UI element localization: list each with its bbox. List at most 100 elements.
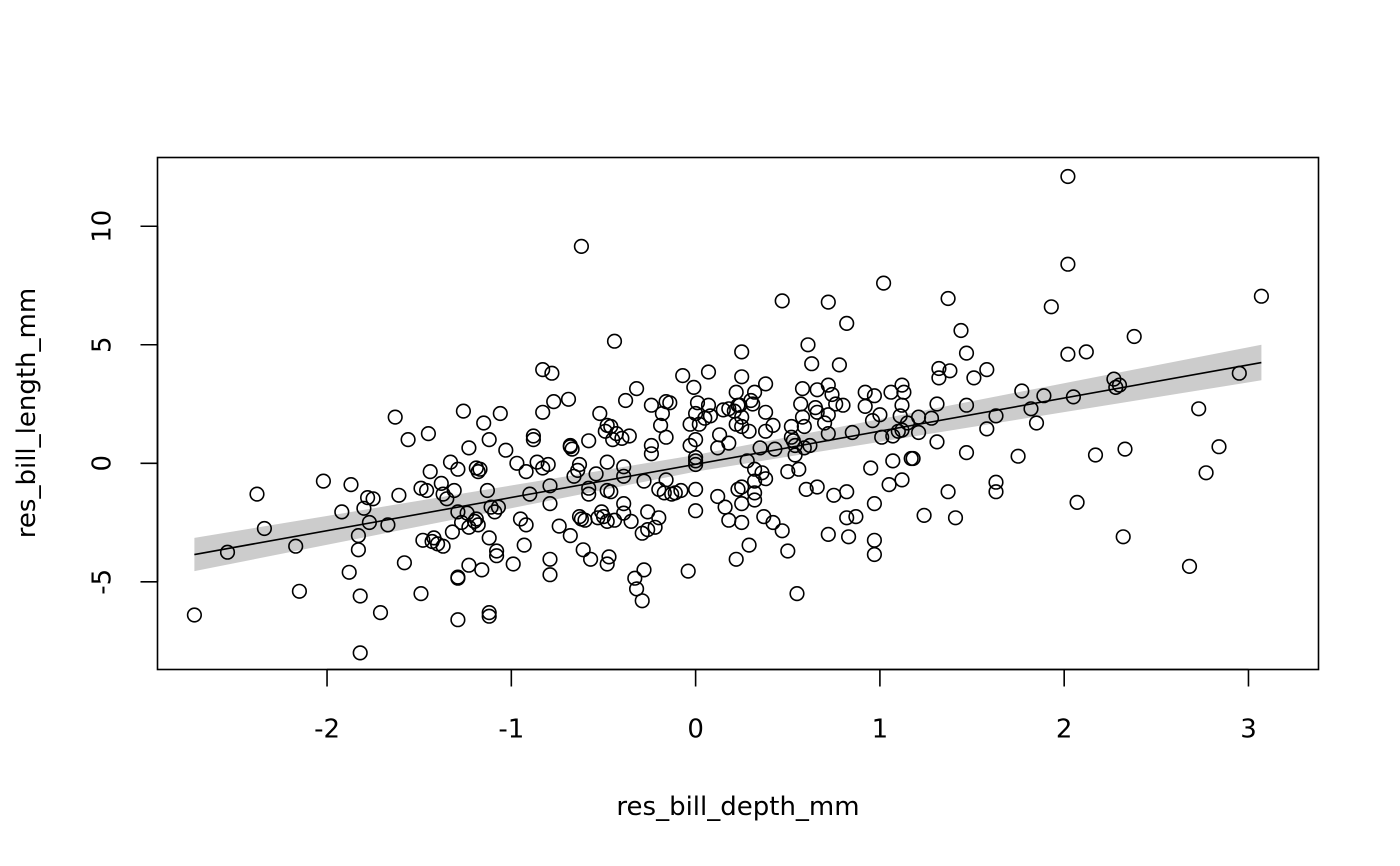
- data-point: [745, 396, 761, 412]
- data-point: [929, 434, 945, 450]
- data-point: [551, 518, 567, 534]
- data-point: [687, 405, 704, 422]
- data-point: [334, 504, 350, 520]
- data-point: [958, 445, 975, 461]
- data-point: [828, 396, 844, 412]
- data-point: [636, 562, 652, 578]
- data-point: [988, 474, 1004, 490]
- data-point: [966, 370, 982, 386]
- data-point: [288, 538, 304, 554]
- data-point: [387, 409, 403, 425]
- data-point: [603, 484, 619, 500]
- data-point: [947, 510, 964, 526]
- data-point: [804, 356, 820, 372]
- data-point: [391, 487, 407, 503]
- data-point: [450, 461, 466, 477]
- data-point: [352, 588, 368, 604]
- data-point: [894, 377, 910, 393]
- data-point: [896, 384, 912, 400]
- data-point: [546, 394, 562, 410]
- data-point: [687, 481, 704, 498]
- x-tick-label: 2: [1056, 715, 1073, 745]
- data-point: [1117, 441, 1133, 457]
- data-point: [687, 503, 704, 519]
- data-point: [757, 376, 774, 392]
- data-point: [979, 362, 995, 378]
- data-point: [595, 508, 612, 525]
- data-points: [186, 168, 1269, 661]
- data-point: [444, 524, 461, 540]
- data-point: [1115, 529, 1131, 545]
- data-point: [535, 404, 551, 420]
- data-point: [623, 513, 639, 530]
- data-point: [509, 455, 525, 471]
- data-point: [601, 549, 617, 565]
- data-point: [562, 527, 578, 544]
- data-point: [942, 363, 958, 379]
- data-point: [599, 513, 615, 530]
- data-point: [816, 415, 833, 431]
- data-point: [940, 290, 956, 307]
- data-point: [498, 442, 514, 458]
- data-point: [634, 593, 650, 609]
- data-point: [673, 482, 689, 499]
- data-point: [734, 418, 750, 435]
- data-point: [905, 450, 921, 467]
- data-point: [573, 238, 590, 254]
- data-point: [455, 403, 472, 419]
- regression-line: [194, 361, 1262, 556]
- data-point: [794, 381, 811, 397]
- data-point: [621, 428, 637, 444]
- data-point: [360, 490, 376, 506]
- data-point: [809, 404, 825, 420]
- y-tick-label: -5: [88, 569, 118, 595]
- data-point: [789, 585, 805, 602]
- data-point: [343, 477, 359, 493]
- data-point: [1126, 328, 1142, 345]
- data-point: [483, 499, 499, 515]
- data-point: [848, 508, 864, 525]
- data-point: [798, 481, 814, 498]
- data-point: [730, 481, 746, 498]
- data-point: [1111, 377, 1128, 393]
- data-point: [1023, 401, 1039, 417]
- data-point: [522, 486, 538, 502]
- data-point: [658, 429, 674, 445]
- data-point: [479, 482, 496, 499]
- data-point: [614, 430, 630, 447]
- data-point: [715, 402, 731, 418]
- data-point: [1191, 401, 1207, 417]
- data-point: [687, 456, 704, 473]
- data-point: [352, 645, 368, 661]
- data-point: [1198, 465, 1214, 481]
- data-point: [702, 408, 719, 424]
- data-point: [470, 464, 486, 480]
- data-point: [570, 462, 586, 479]
- data-point: [931, 370, 947, 386]
- data-point: [662, 395, 678, 411]
- data-point: [219, 544, 236, 560]
- data-point: [592, 405, 608, 422]
- data-point: [474, 562, 490, 578]
- data-point: [581, 486, 597, 502]
- data-point: [1087, 447, 1104, 463]
- data-point: [746, 485, 763, 501]
- data-point: [599, 454, 615, 470]
- data-point: [542, 496, 558, 512]
- data-point: [365, 491, 381, 507]
- data-point: [820, 377, 836, 393]
- data-point: [1211, 439, 1227, 455]
- y-tick-label: 0: [88, 455, 118, 472]
- x-tick-label: -1: [498, 715, 524, 745]
- data-point: [794, 409, 811, 425]
- data-point: [885, 453, 901, 469]
- x-tick-label: -2: [314, 715, 340, 745]
- data-point: [721, 435, 737, 451]
- data-point: [910, 424, 927, 441]
- data-point: [341, 564, 357, 580]
- data-point: [680, 563, 696, 579]
- data-point: [839, 510, 855, 526]
- data-point: [450, 504, 466, 520]
- data-point: [315, 473, 332, 489]
